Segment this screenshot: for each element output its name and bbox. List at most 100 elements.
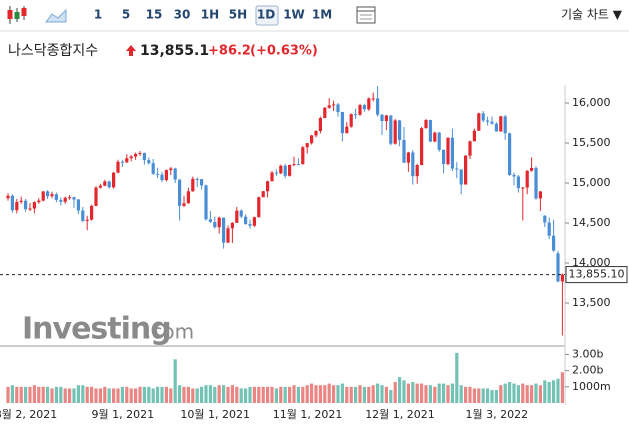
candle-body: [446, 137, 450, 165]
candle-body: [420, 128, 424, 165]
candle-body: [32, 202, 36, 209]
candle-body: [129, 156, 133, 159]
candle-body: [538, 191, 542, 199]
volume-tick-label: 1000m: [572, 380, 611, 393]
candle-body: [76, 199, 80, 211]
volume-bar: [50, 388, 54, 403]
volume-bar: [261, 386, 265, 403]
candle-body: [556, 253, 560, 282]
volume-bar: [138, 386, 142, 403]
candle-body: [393, 120, 397, 144]
candle-body: [389, 115, 393, 144]
volume-bar: [516, 385, 520, 403]
candle-body: [85, 219, 89, 221]
line-icon[interactable]: [45, 8, 67, 23]
candle-body: [455, 168, 459, 170]
candle-body: [200, 179, 204, 186]
volume-bar: [543, 380, 547, 403]
candle-body: [46, 191, 50, 197]
candle-body: [472, 130, 476, 142]
volume-bar: [525, 385, 529, 403]
volume-bar: [54, 386, 58, 403]
candle-body: [94, 187, 98, 206]
candle-body: [362, 105, 366, 110]
x-tick-label: 1월 3, 2022: [465, 408, 528, 421]
candle-body: [68, 197, 72, 199]
y-tick-label: 15,500: [572, 136, 611, 149]
candle-body: [499, 116, 503, 132]
volume-bar: [283, 386, 287, 403]
volume-bar: [41, 386, 45, 403]
volume-bar: [503, 383, 507, 403]
volume-bar: [402, 380, 406, 403]
last-price-label: 13,855.10: [569, 268, 625, 281]
interval-button[interactable]: 1: [94, 8, 102, 22]
volume-bar: [235, 386, 239, 403]
volume-bar: [560, 372, 564, 403]
candle-body: [547, 222, 551, 236]
volume-bar: [411, 381, 415, 403]
candle-body: [301, 147, 305, 165]
volume-bar: [274, 388, 278, 403]
candle-body: [274, 172, 278, 174]
volume-bar: [552, 380, 556, 403]
candle-body: [521, 187, 525, 189]
candle-body: [195, 178, 199, 180]
candle-body: [292, 164, 296, 166]
interval-button[interactable]: 15: [146, 8, 163, 22]
volume-bar: [222, 385, 226, 403]
volume-bar: [459, 385, 463, 403]
interval-button[interactable]: 5H: [229, 8, 247, 22]
candle-body: [468, 141, 472, 156]
candle-body: [208, 219, 212, 222]
candle-body: [314, 131, 318, 136]
candle-body: [437, 132, 441, 150]
volume-bar: [72, 388, 76, 403]
candle-icon[interactable]: [7, 6, 27, 24]
candle-body: [37, 200, 41, 203]
volume-bar: [85, 386, 89, 403]
chart-type-menu[interactable]: 기술 차트 ▼: [561, 8, 623, 22]
candle-body: [98, 185, 102, 188]
interval-button[interactable]: 1D: [257, 8, 275, 22]
last-price-box: [565, 266, 628, 284]
candle-body: [494, 123, 498, 132]
volume-bar: [90, 386, 94, 403]
candle-body: [406, 152, 410, 163]
volume-bar: [332, 385, 336, 403]
volume-bar: [305, 385, 309, 403]
candle-body: [340, 112, 344, 134]
volume-bar: [173, 359, 177, 403]
interval-button[interactable]: 5: [122, 8, 130, 22]
x-tick-label: 11월 1, 2021: [273, 408, 343, 421]
candle-body: [490, 121, 494, 124]
interval-button[interactable]: 1M: [312, 8, 332, 22]
interval-button[interactable]: 1H: [201, 8, 219, 22]
volume-bar: [530, 385, 534, 403]
indicator-icon[interactable]: [356, 6, 376, 24]
candle-body: [81, 210, 85, 221]
candle-body: [428, 120, 432, 142]
volume-bar: [446, 385, 450, 403]
selected-interval: [255, 5, 279, 26]
candle-body: [10, 195, 14, 211]
candle-body: [41, 191, 45, 201]
x-tick-label: 8월 2, 2021: [0, 408, 57, 421]
candle-body: [345, 126, 349, 134]
y-tick-label: 14,500: [572, 216, 611, 229]
volume-bar: [389, 390, 393, 403]
y-tick-label: 15,000: [572, 176, 611, 189]
volume-bar: [450, 383, 454, 403]
volume-bar: [186, 386, 190, 403]
candle-body: [257, 197, 261, 218]
candle-body: [411, 152, 415, 177]
candle-body: [512, 175, 516, 177]
interval-button[interactable]: 30: [174, 8, 191, 22]
volume-bar: [142, 386, 146, 403]
change-percent: (+0.63%): [250, 44, 318, 59]
candle-body: [160, 174, 164, 181]
volume-bar: [81, 385, 85, 403]
interval-button[interactable]: 1W: [283, 8, 305, 22]
candle-body: [239, 210, 243, 217]
candle-body: [120, 161, 124, 163]
